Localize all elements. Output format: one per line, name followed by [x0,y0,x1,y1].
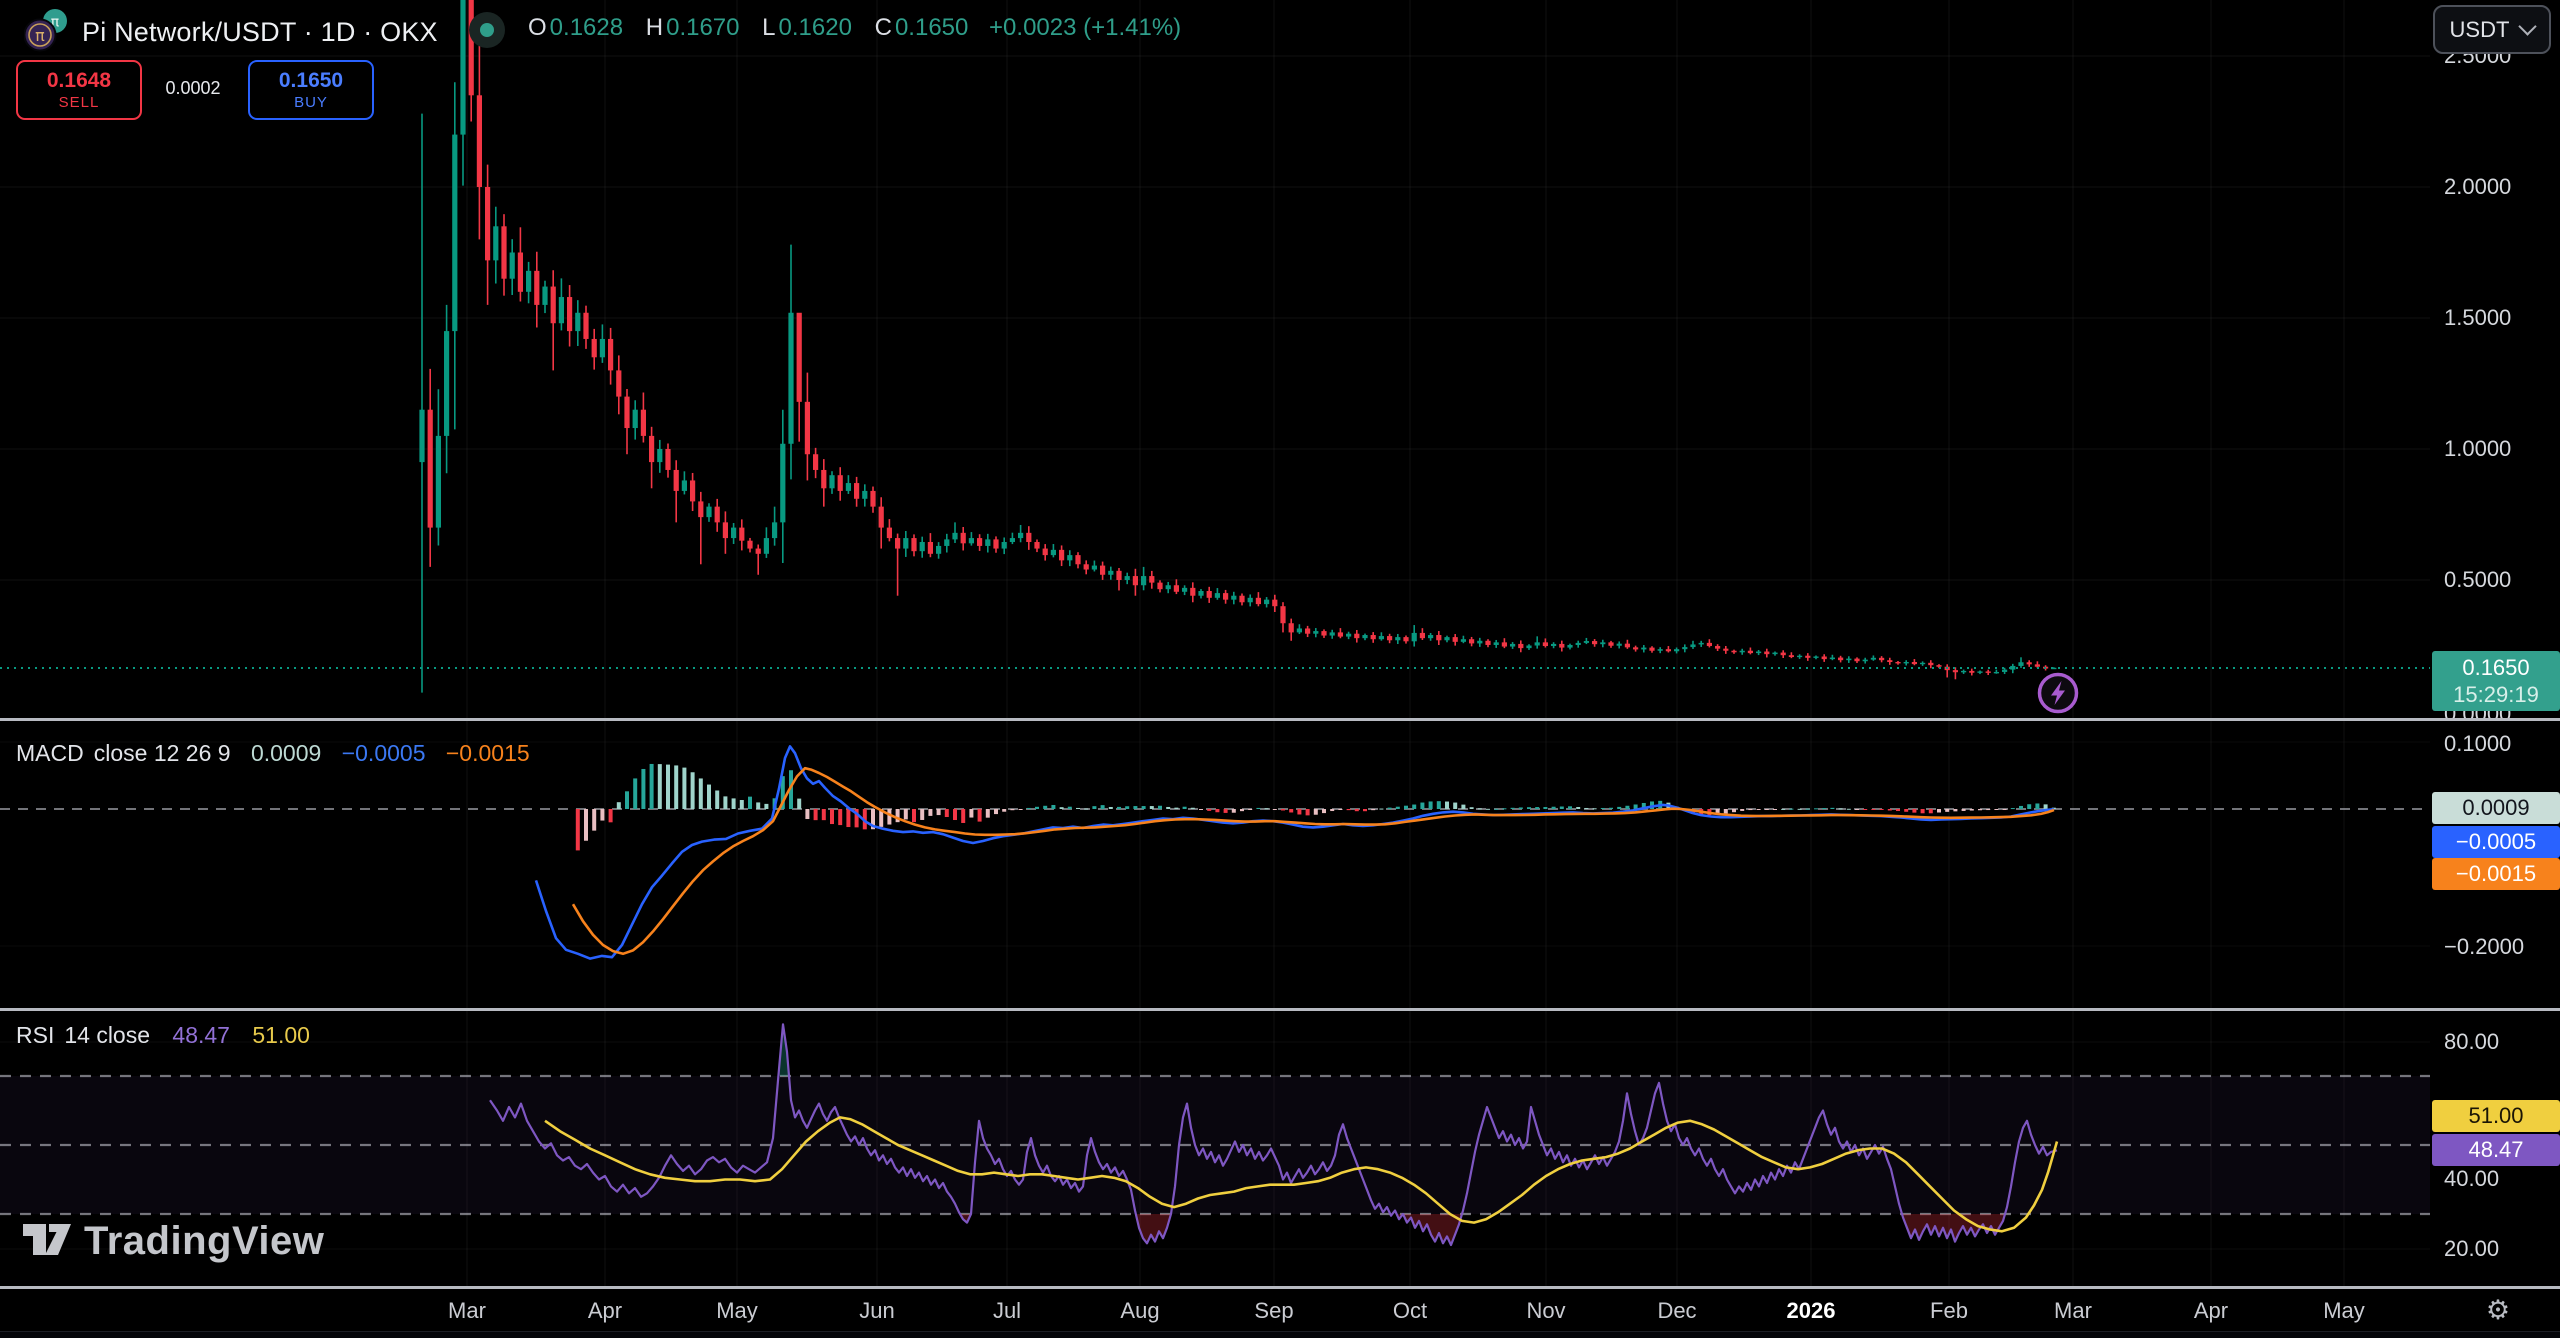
time-tick: Sep [1254,1298,1294,1323]
time-tick: Mar [2054,1298,2092,1323]
price-axis-label: 0.5000 [2444,567,2512,592]
bottom-scroll-strip [0,1331,2560,1338]
time-tick: Apr [2193,1298,2229,1323]
sell-price: 0.1648 [46,68,112,92]
macd-hist-value: 0.0009 [250,740,322,766]
watermark-text: TradingView [84,1219,325,1263]
pi-network-logo-icon: π π [23,8,70,57]
time-tick: Dec [1657,1298,1697,1323]
time-tick: 2026 [1786,1298,1836,1323]
close-value: 0.1650 [894,14,969,41]
macd-axis-label: −0.2000 [2444,934,2525,959]
macd-params: close 12 26 9 [93,740,231,766]
time-tick: May [716,1298,758,1323]
change-value: +0.0023 (+1.41%) [989,14,1182,41]
pane-separator-macd-rsi[interactable] [0,1008,2560,1011]
macd-line-badge: −0.0005 [2432,826,2560,858]
rsi-ma-badge: 51.00 [2432,1100,2560,1132]
last-price: 0.1650 [2462,655,2530,680]
price-axis-label: 1.0000 [2444,436,2512,461]
lightning-icon [2037,672,2079,714]
high-value: 0.1670 [666,14,740,41]
rsi-axis-label: 40.00 [2444,1166,2500,1191]
low-value: 0.1620 [778,14,852,41]
time-tick: Nov [1526,1298,1566,1323]
rsi-badge: 48.47 [2432,1134,2560,1166]
time-tick: Aug [1120,1298,1160,1323]
symbol-title[interactable]: Pi Network/USDT · 1D · OKX [82,17,438,47]
time-tick: Apr [587,1298,623,1323]
rsi-axis-label: 80.00 [2444,1029,2500,1054]
chevron-down-icon [2518,17,2538,36]
macd-header[interactable]: MACD close 12 26 9 0.0009 −0.0005 −0.0015 [16,740,530,767]
currency-selector-value: USDT [2449,16,2510,42]
time-tick: Oct [1392,1298,1428,1323]
rsi-ma-value: 51.00 [252,1022,310,1048]
svg-text:π: π [35,26,45,45]
spread-value: 0.0002 [165,77,221,98]
market-status-icon[interactable] [469,12,505,48]
macd-hist-badge: 0.0009 [2432,792,2560,824]
last-price-time: 15:29:19 [2453,682,2539,707]
open-value: 0.1628 [549,14,624,41]
buy-label: BUY [294,93,328,111]
macd-line-value: −0.0005 [341,740,426,766]
open-label: O [528,14,547,41]
tradingview-watermark[interactable]: TradingView [20,1216,324,1267]
sell-button[interactable]: 0.1648 SELL [16,60,142,120]
rsi-title: RSI [16,1022,55,1048]
macd-axis-label: 0.1000 [2444,731,2512,756]
time-tick: Jul [992,1298,1022,1323]
rsi-axis-label: 20.00 [2444,1236,2500,1261]
tradingview-logo-icon [20,1216,74,1267]
time-axis[interactable]: Mar Apr May Jun Jul Aug Sep Oct Nov Dec 2026 Feb Mar… [0,1289,2560,1330]
rsi-header[interactable]: RSI 14 close 48.47 51.00 [16,1022,310,1049]
macd-signal-badge: −0.0015 [2432,858,2560,890]
axis-settings-gear-icon[interactable]: ⚙ [2485,1294,2511,1325]
close-label: C [874,14,892,41]
rsi-params: 14 close [64,1022,151,1048]
rsi-value: 48.47 [172,1022,230,1048]
last-price-badge: 0.1650 15:29:19 [2432,651,2560,711]
macd-signal-value: −0.0015 [445,740,530,766]
sell-label: SELL [58,93,100,111]
buy-button[interactable]: 0.1650 BUY [248,60,374,120]
time-tick: Jun [859,1298,895,1323]
price-axis-label: 1.5000 [2444,305,2512,330]
flash-order-button[interactable] [2036,671,2080,715]
time-tick: Mar [448,1298,486,1323]
currency-selector[interactable]: USDT [2433,5,2551,54]
high-label: H [645,14,664,41]
pane-separator-main-macd[interactable] [0,718,2560,721]
time-tick: May [2323,1298,2365,1323]
macd-title: MACD [16,740,84,766]
ohlc-readout: O 0.1628 H 0.1670 L 0.1620 C 0.1650 +0.0023 … [528,14,1181,42]
time-axis-border [0,1286,2560,1289]
buy-price: 0.1650 [278,68,344,92]
low-label: L [762,14,776,41]
price-axis-label: 2.0000 [2444,174,2512,199]
svg-text:π: π [51,15,60,31]
time-tick: Feb [1930,1298,1968,1323]
